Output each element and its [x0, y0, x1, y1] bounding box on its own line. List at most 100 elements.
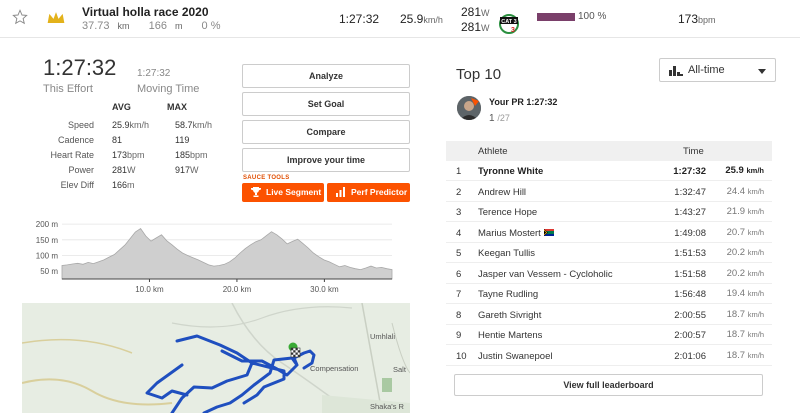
elevation-area [61, 227, 393, 280]
timeframe-dropdown[interactable]: All-time [659, 58, 776, 82]
segment-summary-bar: Virtual holla race 2020 37.73 km 166 m 0 %… [0, 0, 800, 38]
effort-time: 1:32:47 [674, 186, 706, 198]
completion-bar [537, 13, 575, 21]
trophy-icon [251, 187, 261, 197]
compare-button[interactable]: Compare [242, 120, 410, 144]
athlete-name[interactable]: Justin Swanepoel [478, 350, 553, 362]
stat-label: Speed [67, 120, 94, 130]
leaderboard-row[interactable]: 9 Hentie Martens 2:00:57 18.7 km/h [446, 325, 772, 345]
star-icon[interactable] [12, 9, 28, 25]
leaderboard-row[interactable]: 10 Justin Swanepoel 2:01:06 18.7 km/h [446, 346, 772, 366]
rank: 5 [456, 248, 462, 259]
athlete-name[interactable]: Keegan Tullis [478, 248, 536, 259]
leaderboard-row[interactable]: 2 Andrew Hill 1:32:47 24.4 km/h [446, 182, 772, 202]
stat-row: Heart Rate 173bpm 185bpm [30, 150, 230, 164]
effort-speed: 19.4 km/h [726, 288, 764, 299]
stat-avg: 25.9km/h [112, 120, 150, 130]
effort-time: 1:27:32 [43, 55, 117, 80]
timeframe-value: All-time [688, 64, 725, 76]
leaderboard-row[interactable]: 7 Tayne Rudling 1:56:48 19.4 km/h [446, 284, 772, 304]
leaderboard-row[interactable]: 8 Gareth Sivright 2:00:55 18.7 km/h [446, 305, 772, 325]
stat-max: 185bpm [175, 150, 208, 160]
leaderboard-row[interactable]: 3 Terence Hope 1:43:27 21.9 km/h [446, 202, 772, 222]
category-badge-icon: CAT 3 3 [499, 14, 519, 34]
rank: 3 [456, 207, 462, 218]
svg-text:3: 3 [511, 27, 515, 34]
stat-avg: 281W [112, 165, 136, 175]
live-segment-button[interactable]: Live Segment [242, 183, 324, 202]
stat-label: Power [68, 165, 94, 175]
personal-record: Your PR 1:27:32 1 /27 [453, 91, 775, 131]
rank: 4 [456, 227, 462, 239]
effort-time: 1:51:53 [674, 248, 706, 259]
effort-time: 1:49:08 [674, 227, 706, 239]
segment-distance: 37.73 [82, 20, 110, 32]
athlete-name[interactable]: Tayne Rudling [478, 289, 539, 300]
view-full-leaderboard-button[interactable]: View full leaderboard [454, 374, 763, 396]
pr-title: Your PR 1:27:32 [489, 97, 558, 107]
bar-chart-icon [669, 66, 683, 76]
athlete-name[interactable]: Terence Hope [478, 207, 538, 218]
effort-speed: 20.2 km/h [726, 247, 764, 258]
segment-stats: 37.73 km 166 m 0 % [82, 20, 221, 32]
elevation-x-tick: 10.0 km [135, 285, 164, 294]
athlete-name[interactable]: Jasper van Vessem - Cycloholic [478, 268, 613, 280]
moving-time: 1:27:32 [137, 68, 171, 79]
flag-icon [543, 229, 554, 237]
stat-row: Elev Diff 166m [30, 180, 230, 194]
leaderboard-title: Top 10 [456, 66, 502, 83]
rank: 9 [456, 330, 462, 341]
athlete-name[interactable]: Tyronne White [478, 166, 544, 177]
stat-row: Speed 25.9km/h 58.7km/h [30, 120, 230, 134]
effort-speed: 20.2 km/h [726, 267, 764, 279]
leaderboard-panel: Top 10 All-time Your PR 1:27:32 1 /27 At… [442, 46, 790, 413]
leaderboard-row[interactable]: 5 Keegan Tullis 1:51:53 20.2 km/h [446, 243, 772, 263]
elevation-x-tick: 20.0 km [223, 285, 252, 294]
improve-time-button[interactable]: Improve your time [242, 148, 410, 172]
athlete-column-header: Athlete [478, 146, 508, 157]
elevation-profile-chart[interactable]: 200 m 150 m 100 m 50 m 10.0 km 20.0 km 30.0 km [20, 215, 400, 300]
category-badge-text: CAT 3 [501, 19, 516, 25]
rank: 10 [456, 350, 467, 362]
live-segment-label: Live Segment [266, 187, 322, 197]
effort-speed: 18.7 km/h [726, 329, 764, 340]
chevron-down-icon [758, 69, 766, 74]
route-line [145, 334, 316, 413]
analyze-button[interactable]: Analyze [242, 64, 410, 88]
avatar[interactable] [457, 96, 481, 120]
stat-max: 58.7km/h [175, 120, 213, 130]
rank: 2 [456, 186, 462, 198]
segment-elevation: 166 [148, 20, 167, 32]
perf-predictor-label: Perf Predictor [351, 187, 408, 197]
stat-row: Power 281W 917W [30, 165, 230, 179]
athlete-name[interactable]: Gareth Sivright [478, 309, 542, 321]
map-label-compensation: Compensation [310, 364, 359, 373]
completion-label: 100 % [578, 11, 607, 22]
effort-speed: 25.9 km/h [725, 165, 764, 176]
set-goal-button[interactable]: Set Goal [242, 92, 410, 116]
segment-grade: 0 % [201, 20, 221, 32]
stat-avg: 166m [112, 180, 135, 190]
pr-rank: 1 /27 [489, 113, 510, 124]
bar-chart-icon [336, 187, 345, 197]
crown-icon [47, 12, 65, 23]
top-power-avg: 281W [461, 5, 490, 19]
avg-header: AVG [112, 102, 131, 112]
leaderboard-row[interactable]: 1 Tyronne White 1:27:32 25.9 km/h [446, 161, 772, 181]
segment-name[interactable]: Virtual holla race 2020 [82, 5, 209, 19]
stat-row: Cadence 81 119 [30, 135, 230, 149]
route-map[interactable]: Umhlali Compensation Salt Shaka's R [22, 303, 410, 413]
stat-avg: 81 [112, 135, 123, 145]
top-power-np: 281W [461, 20, 490, 34]
leaderboard-row[interactable]: 6 Jasper van Vessem - Cycloholic 1:51:58 20… [446, 264, 772, 284]
leaderboard-row[interactable]: 4 Marius Mostert 1:49:08 20.7 km/h [446, 223, 772, 243]
athlete-name[interactable]: Marius Mostert [478, 228, 554, 239]
top-time: 1:27:32 [339, 12, 380, 26]
max-header: MAX [167, 102, 187, 112]
athlete-name[interactable]: Andrew Hill [478, 186, 527, 198]
athlete-name[interactable]: Hentie Martens [478, 330, 543, 341]
perf-predictor-button[interactable]: Perf Predictor [327, 183, 410, 202]
map-label-salt: Salt [393, 365, 406, 374]
stat-avg: 173bpm [112, 150, 145, 160]
rank: 1 [456, 166, 462, 177]
